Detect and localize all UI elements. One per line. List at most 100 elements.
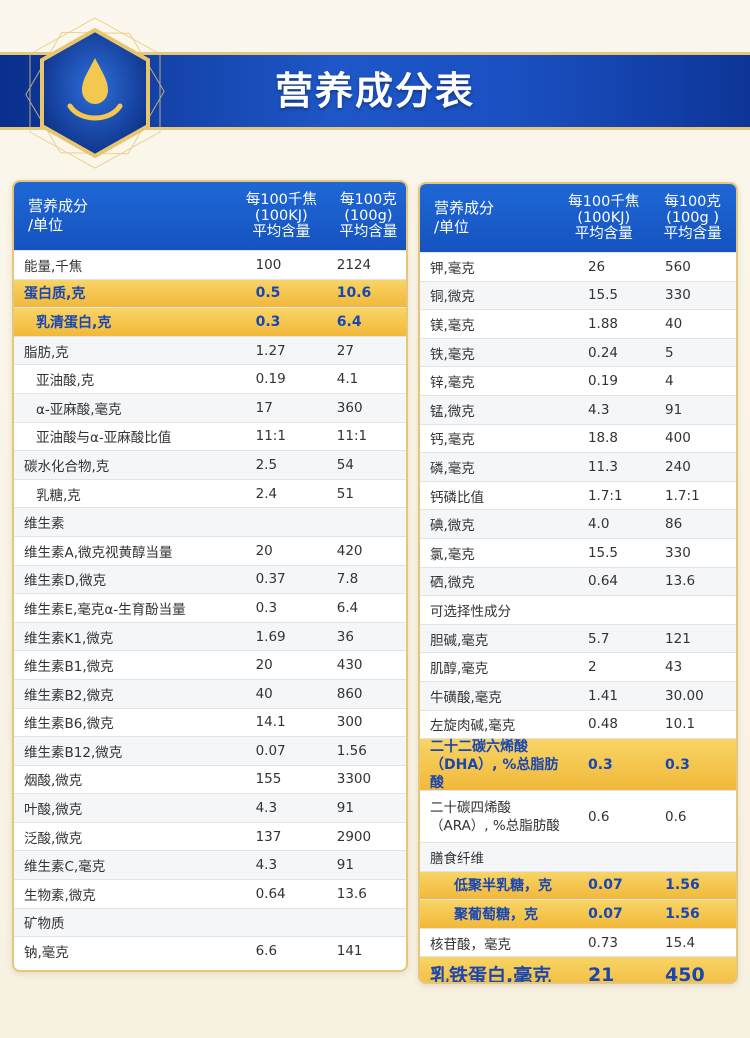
nutrient-name: 亚油酸与α-亚麻酸比值 <box>36 430 172 447</box>
nutrient-name: 胆碱,毫克 <box>430 632 489 649</box>
value-per-100g: 2900 <box>336 828 372 845</box>
value-per-100g: 1.7:1 <box>665 487 700 504</box>
value-per-100kj: 0.48 <box>587 716 619 733</box>
value-per-100kj: 2.4 <box>255 485 278 502</box>
value-per-100kj: 5.7 <box>587 630 610 647</box>
value-per-100kj: 100 <box>255 256 282 273</box>
value-per-100g: 330 <box>665 544 691 561</box>
table-row: 维生素B6,微克 14.1 300 <box>14 707 406 737</box>
value-per-100g: 121 <box>665 630 691 647</box>
value-per-100kj: 137 <box>255 828 282 845</box>
table-row: 维生素B1,微克 20 430 <box>14 650 406 679</box>
nutrient-name: 维生素B2,微克 <box>24 687 114 704</box>
value-per-100kj: 4.0 <box>587 516 610 533</box>
value-per-100kj: 17 <box>255 399 273 416</box>
header-text: 每100千焦 (100KJ) 平均含量 <box>245 192 317 240</box>
table-row: 锰,微克 4.3 91 <box>420 394 736 424</box>
nutrient-name: 生物素,微克 <box>24 887 96 904</box>
value-per-100g: 43 <box>665 659 683 676</box>
value-per-100g: 7.8 <box>336 571 359 588</box>
value-per-100kj: 20 <box>255 542 273 559</box>
value-per-100kj: 21 <box>587 963 615 984</box>
table-row: 钙,毫克 18.8 400 <box>420 423 736 453</box>
table-row: 维生素K1,微克 1.69 36 <box>14 621 406 651</box>
nutrient-name: 钠,毫克 <box>24 945 69 962</box>
value-per-100g: 300 <box>336 714 363 731</box>
table-row: 低聚半乳糖，克 0.07 1.56 <box>420 870 736 900</box>
value-per-100g: 5 <box>665 344 674 361</box>
table-row: 维生素C,毫克 4.3 91 <box>14 850 406 880</box>
nutrient-name: 低聚半乳糖，克 <box>454 878 552 895</box>
table-row: 铁,毫克 0.24 5 <box>420 337 736 367</box>
nutrient-name: 蛋白质,克 <box>24 286 86 303</box>
value-per-100kj: 1.69 <box>255 628 286 645</box>
value-per-100g: 450 <box>665 963 705 984</box>
value-per-100kj: 0.24 <box>587 344 619 361</box>
value-per-100kj: 40 <box>255 685 273 702</box>
value-per-100kj: 0.07 <box>588 906 623 923</box>
value-per-100g: 141 <box>336 943 363 960</box>
value-per-100g: 860 <box>336 685 363 702</box>
table-row: 核苷酸，毫克 0.73 15.4 <box>420 927 736 957</box>
table-row: 磷,毫克 11.3 240 <box>420 452 736 481</box>
table-row: 二十二碳六烯酸 （DHA）, %总脂肪酸 0.3 0.3 <box>420 738 736 791</box>
nutrient-name: 镁,毫克 <box>430 317 475 334</box>
nutrient-name: 亚油酸,克 <box>36 373 95 390</box>
nutrient-name: 碳水化合物,克 <box>24 458 110 475</box>
nutrient-name: 维生素D,微克 <box>24 573 107 590</box>
value-per-100g: 86 <box>665 516 683 533</box>
nutrition-table-right: 营养成分 /单位 每100千焦 (100KJ) 平均含量 每100克 (100g… <box>418 182 738 984</box>
value-per-100g: 1.56 <box>665 877 700 894</box>
table-row: 亚油酸与α-亚麻酸比值 11:1 11:1 <box>14 421 406 451</box>
value-per-100kj: 0.19 <box>587 373 619 390</box>
value-per-100kj: 0.5 <box>255 285 281 302</box>
nutrient-name: 维生素K1,微克 <box>24 630 114 647</box>
value-per-100kj: 0.64 <box>587 573 619 590</box>
table-row: 可选择性成分 <box>420 595 736 624</box>
nutrient-name: 二十二碳六烯酸 （DHA）, %总脂肪酸 <box>430 738 559 791</box>
nutrient-name: 锰,微克 <box>430 403 475 420</box>
table-row: α-亚麻酸,毫克 17 360 <box>14 392 406 422</box>
page-title: 营养成分表 <box>274 69 475 113</box>
value-per-100kj: 18.8 <box>587 430 619 447</box>
table-row: 脂肪,克 1.27 27 <box>14 335 406 365</box>
table-row: 叶酸,微克 4.3 91 <box>14 793 406 822</box>
value-per-100g: 6.4 <box>336 313 362 330</box>
value-per-100kj: 155 <box>255 771 282 788</box>
table-row: 铜,微克 15.5 330 <box>420 280 736 310</box>
table-row: 亚油酸,克 0.19 4.1 <box>14 364 406 393</box>
drop-emblem-icon <box>25 17 165 169</box>
value-per-100g: 91 <box>336 857 354 874</box>
value-per-100g: 91 <box>336 800 354 817</box>
nutrient-name: 膳食纤维 <box>430 850 484 867</box>
value-per-100g: 3300 <box>336 771 372 788</box>
nutrition-table-left: 营养成分 /单位 每100千焦 (100KJ) 平均含量 每100克 (100g… <box>12 180 408 972</box>
header-text: 每100克 (100g ) 平均含量 <box>663 194 722 242</box>
table-row: 维生素B2,微克 40 860 <box>14 678 406 708</box>
table-row: 膳食纤维 <box>420 842 736 871</box>
value-per-100g: 10.6 <box>336 285 372 302</box>
value-per-100g: 1.56 <box>336 742 367 759</box>
value-per-100g: 11:1 <box>336 428 368 445</box>
value-per-100kj: 1.27 <box>255 342 286 359</box>
header-text: 每100千焦 (100KJ) 平均含量 <box>568 194 640 242</box>
nutrient-name: 烟酸,微克 <box>24 773 83 790</box>
nutrient-name: 钙,毫克 <box>430 432 475 449</box>
table-header: 营养成分 /单位 每100千焦 (100KJ) 平均含量 每100克 (100g… <box>420 184 736 252</box>
value-per-100g: 360 <box>336 399 363 416</box>
value-per-100kj: 1.88 <box>587 315 619 332</box>
table-row: 泛酸,微克 137 2900 <box>14 821 406 851</box>
value-per-100kj: 15.5 <box>587 287 619 304</box>
value-per-100g: 4 <box>665 373 674 390</box>
nutrient-name: 维生素B12,微克 <box>24 744 123 761</box>
table-row: 烟酸,微克 155 3300 <box>14 764 406 794</box>
nutrient-name: 聚葡萄糖，克 <box>454 907 538 924</box>
nutrient-name: 钾,毫克 <box>430 260 475 277</box>
header-per-100kj: 每100千焦 (100KJ) 平均含量 <box>558 194 649 242</box>
value-per-100kj: 0.07 <box>255 742 286 759</box>
value-per-100g: 40 <box>665 315 683 332</box>
value-per-100g: 2124 <box>336 256 372 273</box>
table-row: 胆碱,毫克 5.7 121 <box>420 623 736 653</box>
table-row: 钙磷比值 1.7:1 1.7:1 <box>420 480 736 510</box>
nutrient-name: 维生素B6,微克 <box>24 716 114 733</box>
